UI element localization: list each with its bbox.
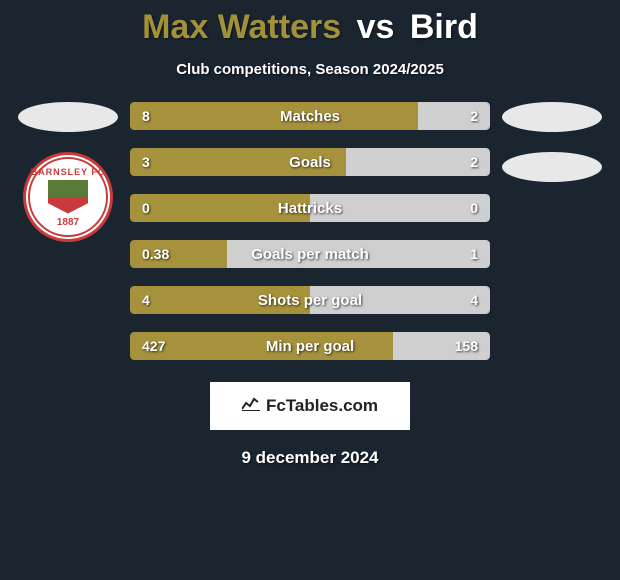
stat-row: 00Hattricks [130,194,490,222]
player2-ellipse-2 [502,152,602,182]
stat-bar-right [227,240,490,268]
stat-row: 0.381Goals per match [130,240,490,268]
stat-bar-right [393,332,490,360]
badge-club-name: BARNSLEY FC [31,167,106,177]
logo-text: FcTables.com [266,396,378,416]
stat-bar-left [130,286,310,314]
stat-bar-left [130,194,310,222]
player1-name: Max Watters [142,8,341,46]
left-side: BARNSLEY FC 1887 [8,102,128,360]
comparison-content: BARNSLEY FC 1887 82Matches 32Goals 00Hattr… [0,102,620,360]
page-title: Max Watters vs Bird [0,0,620,47]
fctables-logo: FcTables.com [210,382,410,430]
player1-ellipse [18,102,118,132]
right-side [492,102,612,360]
player2-name: Bird [410,8,478,46]
chart-icon [242,397,260,416]
date-text: 9 december 2024 [0,448,620,468]
vs-text: vs [357,8,395,46]
stat-bar-left [130,332,393,360]
subtitle: Club competitions, Season 2024/2025 [0,61,620,78]
stat-bar-right [310,286,490,314]
player1-club-badge: BARNSLEY FC 1887 [23,152,113,242]
stat-row: 82Matches [130,102,490,130]
player2-ellipse-1 [502,102,602,132]
stat-row: 44Shots per goal [130,286,490,314]
stat-row: 427158Min per goal [130,332,490,360]
stat-bar-right [346,148,490,176]
badge-crest-icon [48,180,88,214]
badge-year: 1887 [57,217,79,228]
stat-bars: 82Matches 32Goals 00Hattricks 0.381Goals pe… [128,102,492,360]
stat-bar-right [310,194,490,222]
stat-bar-right [418,102,490,130]
stat-bar-left [130,102,418,130]
stat-bar-left [130,148,346,176]
stat-bar-left [130,240,227,268]
stat-row: 32Goals [130,148,490,176]
